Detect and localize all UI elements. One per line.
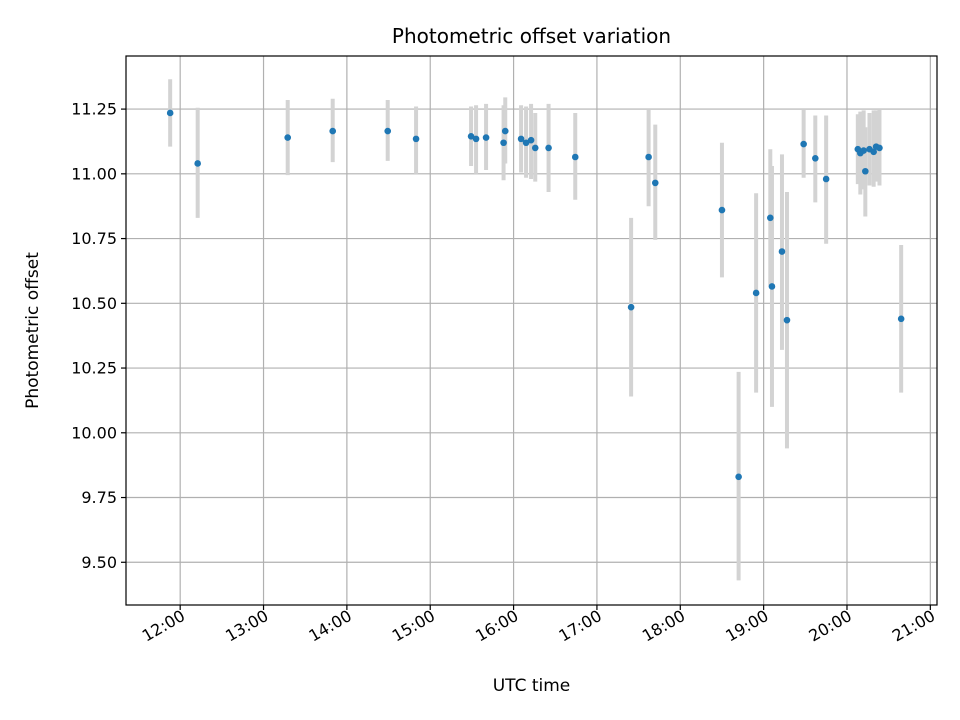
data-point xyxy=(545,144,552,152)
y-tick-label: 10.00 xyxy=(71,423,117,442)
y-axis-ticks: 9.50 9.75 10.00 10.25 10.50 10.75 11.00 11.25 xyxy=(71,100,126,572)
data-point xyxy=(778,248,786,255)
data-point xyxy=(194,160,201,167)
data-point xyxy=(876,144,883,152)
y-tick-label: 10.50 xyxy=(71,294,117,313)
data-point xyxy=(860,147,867,154)
data-point xyxy=(812,154,819,162)
y-tick-label: 10.25 xyxy=(71,359,117,378)
data-point xyxy=(766,214,774,222)
data-point xyxy=(166,109,174,117)
data-point xyxy=(768,283,776,290)
data-point xyxy=(522,139,530,147)
chart-title: Photometric offset variation xyxy=(392,24,671,48)
data-point xyxy=(501,127,509,135)
data-point xyxy=(752,289,760,297)
data-point xyxy=(517,135,525,143)
data-point xyxy=(527,136,535,144)
data-point xyxy=(531,144,539,152)
data-point xyxy=(284,134,291,141)
data-point xyxy=(800,140,807,148)
data-point xyxy=(651,179,659,187)
data-point xyxy=(735,473,742,481)
data-point xyxy=(329,127,337,135)
data-point xyxy=(645,153,652,161)
data-point xyxy=(467,132,475,140)
data-point xyxy=(627,303,635,311)
data-point xyxy=(783,316,791,324)
y-tick-label: 10.75 xyxy=(71,229,117,248)
y-tick-label: 11.00 xyxy=(71,164,117,183)
data-points xyxy=(166,109,905,481)
data-point xyxy=(862,167,869,175)
data-point xyxy=(718,206,726,214)
plot-area-frame xyxy=(125,55,938,606)
data-point xyxy=(822,175,830,183)
y-tick-label: 9.75 xyxy=(81,488,117,507)
data-point xyxy=(571,153,579,161)
data-point xyxy=(482,134,490,141)
y-tick-label: 11.25 xyxy=(71,100,117,119)
x-axis-title: UTC time xyxy=(493,676,571,696)
y-axis-title: Photometric offset xyxy=(23,252,43,409)
data-point xyxy=(870,148,877,156)
y-tick-label: 9.50 xyxy=(81,553,117,572)
data-point xyxy=(412,135,420,143)
data-point xyxy=(472,135,480,143)
data-point xyxy=(500,139,507,147)
data-point xyxy=(897,315,905,323)
data-point xyxy=(384,127,392,135)
